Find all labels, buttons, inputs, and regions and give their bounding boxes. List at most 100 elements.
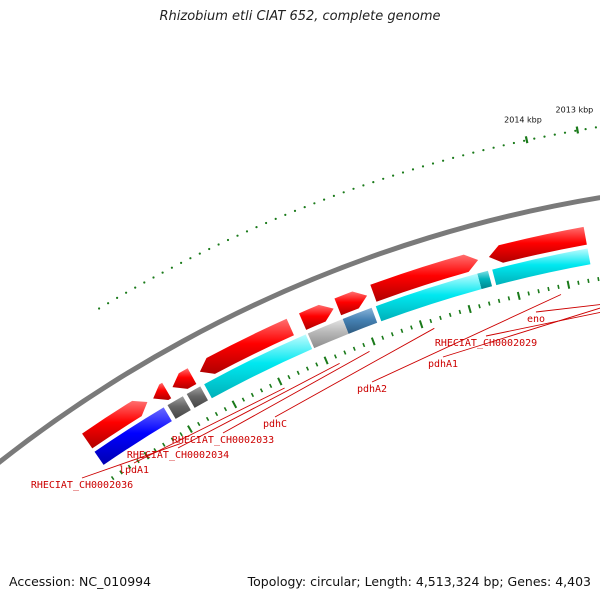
- inner-tick: [400, 328, 404, 333]
- ruler-dot: [594, 126, 598, 129]
- ruler-dot: [255, 226, 258, 229]
- inner-tick: [418, 320, 424, 329]
- ruler-dot: [152, 276, 155, 279]
- inner-tick: [119, 470, 123, 475]
- ruler-dot: [533, 137, 536, 140]
- genome-backbone: [0, 195, 600, 465]
- gene-label: RHECIAT_CH0002036: [31, 480, 133, 491]
- inner-tick: [333, 354, 337, 359]
- inner-tick: [566, 280, 571, 289]
- ruler-dot: [472, 151, 475, 154]
- ruler-labels: 2005 kbp2006 kbp2007 kbp2008 kbp2009 kbp…: [504, 106, 593, 125]
- ruler-dot: [107, 302, 110, 305]
- ruler-dot: [502, 144, 505, 147]
- ruler-dot: [543, 135, 546, 138]
- ruler-dot: [523, 139, 526, 142]
- inner-tick: [170, 437, 175, 442]
- label-leader-line: [222, 351, 370, 434]
- label-leader-line: [133, 387, 285, 464]
- ruler-dot: [411, 168, 415, 171]
- cds-arrow: [172, 368, 197, 389]
- undefined: [94, 407, 172, 465]
- inner-tick: [597, 276, 600, 282]
- inner-tick: [537, 289, 540, 294]
- inner-tick: [162, 442, 166, 447]
- inner-tick: [315, 362, 319, 367]
- ruler-dot: [401, 171, 405, 174]
- ruler-dot: [372, 181, 375, 184]
- inner-tick: [352, 346, 356, 351]
- inner-tick: [390, 332, 394, 337]
- ruler-dot: [512, 141, 516, 145]
- inner-tick: [458, 309, 462, 315]
- ruler-label: 2014 kbp: [504, 116, 542, 125]
- ruler-dot: [442, 159, 445, 162]
- inner-tick: [187, 425, 193, 434]
- gene-label: RHECIAT_CH0002034: [127, 450, 229, 461]
- inner-tick: [153, 448, 157, 453]
- inner-tick: [439, 315, 442, 321]
- undefined: [342, 307, 378, 334]
- label-leader-line: [81, 442, 183, 479]
- ruler-dot: [584, 128, 587, 131]
- gene-label: pdhC: [263, 419, 287, 430]
- cds-arrow: [334, 291, 368, 316]
- inner-tick: [127, 464, 132, 469]
- genome-summary-text: Topology: circular; Length: 4,513,324 bp…: [247, 574, 591, 589]
- ruler-dot: [431, 162, 435, 165]
- inner-tick: [197, 421, 201, 427]
- inner-tick: [269, 383, 273, 389]
- inner-tick: [487, 301, 491, 306]
- ruler-dot: [574, 129, 577, 132]
- inner-tick: [179, 432, 183, 437]
- accession-text: Accession: NC_010994: [9, 574, 152, 589]
- inner-tick: [516, 291, 521, 301]
- inner-tick: [231, 400, 238, 409]
- ruler-dot: [323, 198, 326, 201]
- inner-tick: [507, 296, 511, 301]
- cds-arrow: [488, 226, 587, 263]
- ruler-dot: [313, 202, 316, 205]
- gene-label: pdhA2: [357, 384, 387, 395]
- ruler-dot: [189, 257, 192, 260]
- ruler-dot: [352, 187, 355, 190]
- gene-label: pdhA1: [428, 359, 458, 370]
- inner-tick: [497, 298, 501, 304]
- ruler-dot: [452, 156, 455, 159]
- ruler-dot: [362, 184, 365, 187]
- undefined: [186, 386, 208, 408]
- ruler-dot: [563, 131, 567, 134]
- ruler-dot: [125, 291, 128, 294]
- inner-tick: [577, 280, 580, 285]
- label-leader-line: [371, 294, 562, 383]
- map-title: Rhizobium etli CIAT 652, complete genome: [159, 9, 441, 24]
- cds-arrow: [153, 382, 172, 400]
- undefined: [204, 334, 313, 399]
- ruler-dot: [553, 133, 556, 136]
- ruler-dot: [382, 177, 385, 180]
- inner-tick: [287, 374, 291, 380]
- inner-tick: [259, 388, 264, 393]
- ruler-dot: [116, 296, 119, 299]
- cds-arrow: [199, 318, 294, 374]
- inner-tick: [410, 325, 413, 330]
- inner-tick: [110, 475, 115, 481]
- ruler-dot: [303, 206, 306, 209]
- inner-tick: [381, 335, 385, 340]
- ruler-tick: [524, 136, 529, 144]
- inner-tick: [547, 286, 550, 292]
- ruler-dot: [180, 261, 183, 264]
- ruler-dot: [170, 266, 173, 269]
- gene-label: lpdA1: [119, 465, 149, 476]
- ruler-dot: [274, 217, 277, 220]
- inner-tick-ring: [110, 276, 600, 481]
- inner-tick: [205, 416, 210, 422]
- inner-tick: [214, 411, 219, 417]
- feature-tracks: [82, 226, 591, 465]
- ruler-dot: [332, 194, 335, 197]
- inner-tick: [277, 377, 283, 386]
- cds-arrow: [299, 304, 334, 330]
- backbone-arc: [0, 195, 600, 465]
- inner-tick: [467, 304, 472, 314]
